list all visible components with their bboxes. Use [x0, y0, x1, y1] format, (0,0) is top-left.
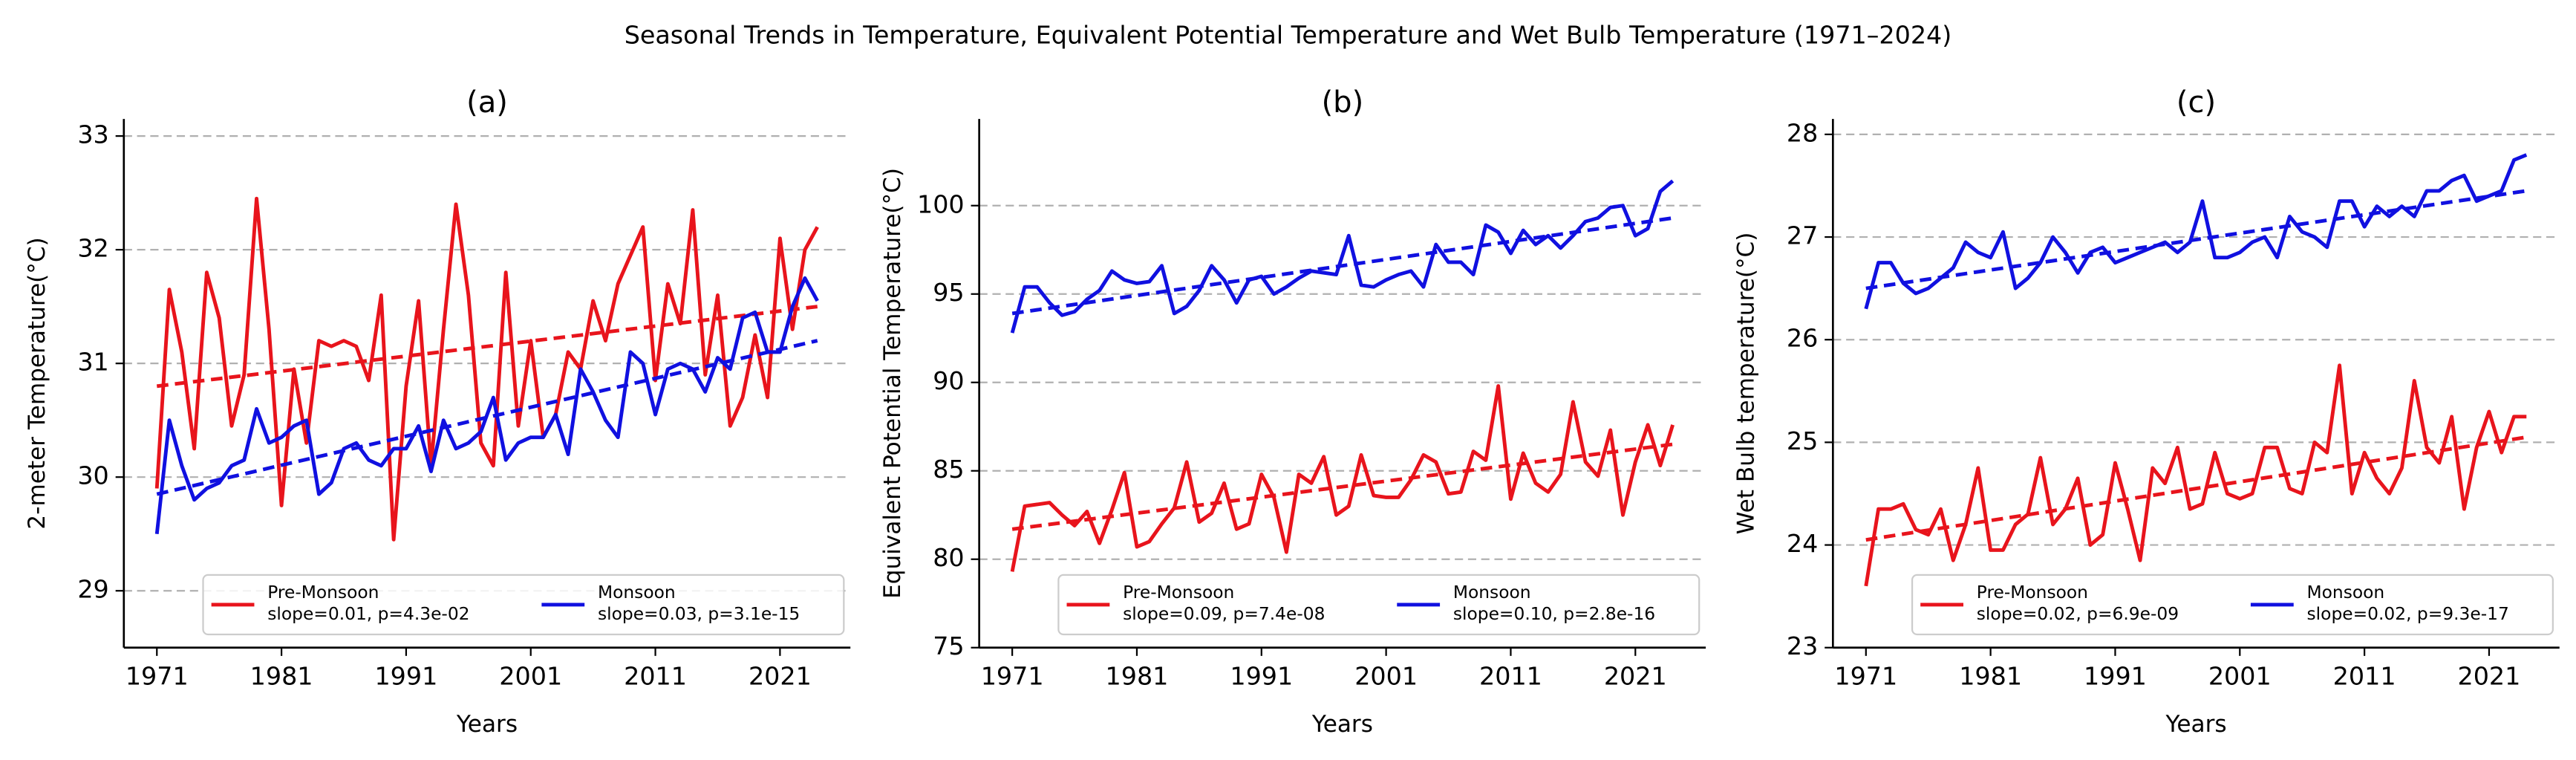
figure-title: Seasonal Trends in Temperature, Equivale… [625, 20, 1952, 49]
legend-box [1057, 574, 1701, 636]
x-axis-label: Years [2165, 711, 2226, 738]
legend-box [202, 574, 845, 636]
x-tick-label: 1991 [374, 661, 437, 690]
axis-title: (b) [1322, 85, 1364, 120]
y-tick-label: 90 [933, 366, 964, 395]
data-line [1010, 179, 1675, 334]
y-tick-label: 33 [77, 120, 108, 149]
y-tick-label: 32 [77, 234, 108, 263]
y-tick-label: 85 [933, 455, 964, 484]
legend-label: slope=0.03, p=3.1e-15 [598, 603, 800, 624]
trend-line [1865, 435, 2527, 542]
trend-line [1011, 216, 1673, 316]
y-tick-label: 100 [917, 189, 965, 218]
data-line [1864, 363, 2527, 587]
y-tick-label: 75 [933, 631, 964, 660]
axis-title: (a) [466, 85, 508, 120]
y-axis-label: 2-meter Temperature(°C) [24, 237, 50, 529]
y-tick-label: 25 [1787, 426, 1818, 455]
x-tick-label: 1981 [1106, 661, 1169, 690]
x-tick-label: 1971 [981, 661, 1044, 690]
y-tick-label: 26 [1787, 324, 1818, 353]
y-tick-label: 28 [1787, 118, 1818, 147]
y-tick-label: 29 [77, 575, 108, 604]
x-tick-label: 1991 [1230, 661, 1293, 690]
legend-label: Pre-Monsoon [1977, 582, 2088, 603]
y-tick-label: 30 [77, 461, 108, 490]
x-tick-label: 1981 [1959, 661, 2022, 690]
legend-label: Monsoon [598, 582, 676, 603]
data-line [1010, 384, 1675, 572]
axis-title: (c) [2176, 85, 2216, 120]
y-axis-label: Equivalent Potential Temperature(°C) [879, 168, 906, 599]
x-tick-label: 1971 [1834, 661, 1897, 690]
x-axis-label: Years [456, 711, 518, 738]
y-tick-label: 95 [933, 278, 964, 307]
legend-label: Pre-Monsoon [1123, 582, 1234, 603]
x-tick-label: 2011 [2333, 661, 2396, 690]
x-tick-label: 2021 [2458, 661, 2521, 690]
data-line [154, 276, 819, 534]
y-tick-label: 23 [1787, 631, 1818, 660]
x-tick-label: 2001 [499, 661, 562, 690]
x-tick-label: 2021 [749, 661, 812, 690]
x-tick-label: 1991 [2084, 661, 2147, 690]
trend-line [1011, 442, 1673, 531]
legend-label: Monsoon [1453, 582, 1531, 603]
data-line [154, 196, 819, 542]
x-tick-label: 2021 [1604, 661, 1667, 690]
y-tick-label: 80 [933, 543, 964, 572]
legend-label: Monsoon [2307, 582, 2385, 603]
y-axis-label: Wet Bulb temperature(°C) [1733, 233, 1760, 535]
trend-line [1865, 189, 2527, 290]
trend-line [156, 339, 818, 496]
legend-box [1911, 574, 2554, 636]
x-tick-label: 2011 [1479, 661, 1542, 690]
legend-label: slope=0.01, p=4.3e-02 [267, 603, 469, 624]
y-tick-label: 27 [1787, 221, 1818, 250]
trend-line [156, 305, 818, 389]
legend-label: Pre-Monsoon [267, 582, 379, 603]
x-tick-label: 2011 [624, 661, 687, 690]
x-tick-label: 1981 [250, 661, 313, 690]
x-tick-label: 2001 [1354, 661, 1418, 690]
x-axis-label: Years [1311, 711, 1373, 738]
x-tick-label: 1971 [125, 661, 189, 690]
legend-label: slope=0.02, p=6.9e-09 [1977, 603, 2179, 624]
y-tick-label: 31 [77, 348, 108, 377]
x-tick-label: 2001 [2208, 661, 2272, 690]
legend-label: slope=0.10, p=2.8e-16 [1453, 603, 1655, 624]
y-tick-label: 24 [1787, 529, 1818, 558]
legend-label: slope=0.02, p=9.3e-17 [2307, 603, 2509, 624]
data-line [1864, 153, 2528, 310]
legend-label: slope=0.09, p=7.4e-08 [1123, 603, 1325, 624]
